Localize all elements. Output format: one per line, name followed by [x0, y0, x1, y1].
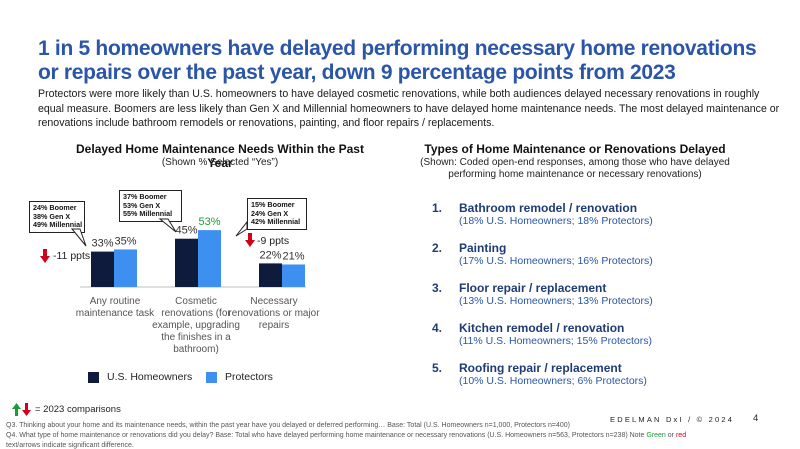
list-item-name: Roofing repair / replacement	[459, 361, 622, 375]
page-subtitle: Protectors were more likely than U.S. ho…	[38, 88, 780, 129]
callout-routine: 24% Boomer 38% Gen X 49% Millennial	[29, 201, 85, 233]
list-item: 2. Painting (17% U.S. Homeowners; 16% Pro…	[432, 241, 752, 281]
list-item: 5. Roofing repair / replacement (10% U.S.…	[432, 361, 752, 401]
callout-routine-text: 24% Boomer 38% Gen X 49% Millennial	[33, 203, 83, 230]
footnote-red: red	[675, 432, 687, 439]
significance-necessary: -9 ppts	[257, 235, 290, 247]
list-item: 1. Bathroom remodel / renovation (18% U.S…	[432, 201, 752, 241]
bar-protectors-routine	[114, 249, 137, 287]
x-label-cosmetic: Cosmetic renovations (for example, upgra…	[152, 296, 240, 355]
down-arrow-icon	[245, 233, 255, 247]
footnote-q4-text: Q4. What type of home maintenance or ren…	[6, 432, 645, 439]
callout-cosmetic-text: 37% Boomer 53% Gen X 55% Millennial	[123, 192, 173, 219]
list-item-name: Painting	[459, 241, 507, 255]
brand-footer: EDELMAN DxI / © 2024	[610, 415, 735, 424]
comparison-label: = 2023 comparisons	[35, 404, 121, 415]
data-label-protectors-cosmetic: 53%	[198, 216, 220, 228]
list-item-name: Floor repair / replacement	[459, 281, 607, 295]
data-label-protectors-routine: 35%	[114, 235, 136, 247]
bar-protectors-cosmetic	[198, 230, 221, 287]
callout-necessary: 15% Boomer 24% Gen X 42% Millennial	[247, 198, 307, 230]
callout-tail-necessary	[235, 220, 248, 237]
chart-subtitle: (Shown % Selected “Yes”)	[161, 157, 279, 168]
footnote-green: Green	[646, 432, 666, 439]
types-title: Types of Home Maintenance or Renovations…	[424, 142, 726, 156]
page-title: 1 in 5 homeowners have delayed performin…	[38, 37, 757, 84]
chart-title: Delayed Home Maintenance Needs Within th…	[76, 142, 364, 170]
page-number: 4	[753, 413, 759, 424]
data-label-us-necessary: 22%	[259, 249, 281, 261]
footnote-q3: Q3. Thinking about your home and its mai…	[6, 422, 570, 429]
x-label-necessary: Necessary renovations or major repairs	[228, 296, 320, 331]
list-item-name: Bathroom remodel / renovation	[459, 201, 638, 215]
bar-protectors-necessary	[282, 264, 305, 287]
list-number: 1.	[432, 201, 443, 215]
list-number: 5.	[432, 361, 443, 375]
list-item: 3. Floor repair / replacement (13% U.S. H…	[432, 281, 752, 321]
list-item: 4. Kitchen remodel / renovation (11% U.S.…	[432, 321, 752, 361]
list-item-detail: (13% U.S. Homeowners; 13% Protectors)	[459, 295, 653, 307]
down-arrow-icon	[22, 403, 31, 416]
legend-label-us: U.S. Homeowners	[107, 371, 193, 383]
list-item-detail: (17% U.S. Homeowners; 16% Protectors)	[459, 255, 653, 267]
callout-cosmetic: 37% Boomer 53% Gen X 55% Millennial	[119, 190, 182, 222]
types-list: 1. Bathroom remodel / renovation (18% U.S…	[432, 201, 752, 401]
footnotes: Q3. Thinking about your home and its mai…	[6, 421, 796, 449]
footnote-or: or	[667, 432, 675, 439]
comparison-legend: = 2023 comparisons	[12, 403, 121, 416]
list-item-name: Kitchen remodel / renovation	[459, 321, 625, 335]
down-arrow-icon	[40, 249, 50, 263]
bar-us-necessary	[259, 263, 282, 287]
bar-us-cosmetic	[175, 238, 198, 287]
footnote-end: text/arrows indicate significant differe…	[6, 442, 134, 449]
list-item-detail: (11% U.S. Homeowners; 15% Protectors)	[459, 335, 652, 347]
types-subtitle: (Shown: Coded open-end responses, among …	[420, 157, 730, 180]
data-label-us-cosmetic: 45%	[175, 225, 197, 237]
data-label-us-routine: 33%	[91, 238, 113, 250]
footnote-q4: Q4. What type of home maintenance or ren…	[6, 431, 796, 441]
callout-tail-routine	[70, 228, 87, 247]
up-arrow-icon	[12, 403, 21, 416]
list-number: 2.	[432, 241, 443, 255]
legend-label-protectors: Protectors	[225, 371, 273, 383]
data-label-protectors-necessary: 21%	[282, 250, 304, 262]
bar-us-routine	[91, 251, 114, 287]
x-label-routine: Any routine maintenance task	[75, 296, 155, 319]
legend-swatch-navy	[88, 371, 99, 383]
list-number: 3.	[432, 281, 443, 295]
list-item-detail: (10% U.S. Homeowners; 6% Protectors)	[459, 375, 647, 387]
list-item-detail: (18% U.S. Homeowners; 18% Protectors)	[459, 215, 653, 227]
list-number: 4.	[432, 321, 443, 335]
legend-swatch-blue	[206, 371, 217, 383]
legend-us-homeowners: U.S. Homeowners	[88, 371, 192, 383]
significance-routine: -11 ppts	[53, 250, 91, 262]
legend-protectors: Protectors	[206, 371, 273, 383]
callout-necessary-text: 15% Boomer 24% Gen X 42% Millennial	[251, 200, 301, 227]
callout-tail-cosmetic	[158, 218, 177, 233]
